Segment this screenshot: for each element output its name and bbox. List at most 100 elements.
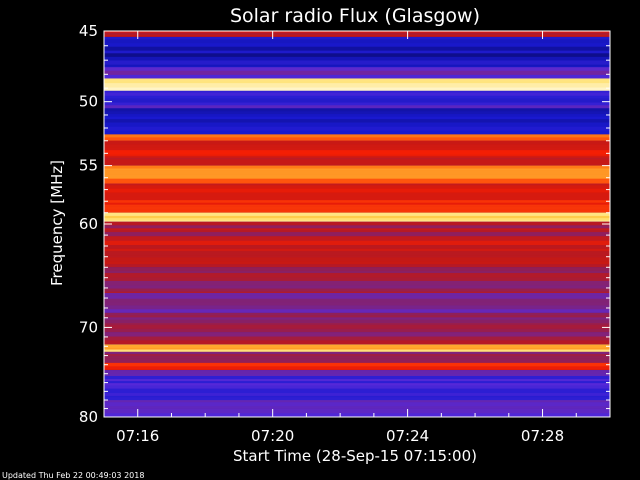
frequency-band-texture bbox=[104, 87, 610, 91]
frequency-band-texture bbox=[104, 185, 610, 189]
frequency-band-texture bbox=[104, 150, 610, 155]
frequency-band-texture bbox=[104, 80, 610, 84]
frequency-band-texture bbox=[104, 74, 610, 78]
frequency-band-texture bbox=[104, 277, 610, 281]
frequency-band-texture bbox=[104, 397, 610, 401]
frequency-band-texture bbox=[104, 56, 610, 61]
frequency-band-texture bbox=[104, 32, 610, 35]
frequency-band-texture bbox=[104, 236, 610, 241]
frequency-band-texture bbox=[104, 230, 610, 233]
frequency-band-texture bbox=[104, 140, 610, 145]
y-tick-label: 80 bbox=[79, 408, 98, 426]
frequency-band-texture bbox=[104, 349, 610, 352]
frequency-band-texture bbox=[104, 270, 610, 274]
frequency-band-texture bbox=[104, 126, 610, 131]
x-tick-label: 07:16 bbox=[116, 427, 159, 445]
frequency-band-texture bbox=[104, 215, 610, 219]
frequency-band-texture bbox=[104, 165, 610, 169]
frequency-band-texture bbox=[104, 406, 610, 409]
x-tick-label: 07:20 bbox=[251, 427, 294, 445]
x-axis-label: Start Time (28-Sep-15 07:15:00) bbox=[233, 447, 477, 465]
frequency-band-texture bbox=[104, 251, 610, 256]
frequency-band-texture bbox=[104, 157, 610, 160]
frequency-band-texture bbox=[104, 240, 610, 246]
frequency-band-texture bbox=[104, 192, 610, 197]
frequency-band-texture bbox=[104, 319, 610, 324]
frequency-band-texture bbox=[104, 70, 610, 75]
frequency-band-texture bbox=[104, 383, 610, 386]
frequency-band-texture bbox=[104, 178, 610, 183]
frequency-band-texture bbox=[104, 164, 610, 166]
frequency-band-texture bbox=[104, 31, 610, 33]
frequency-band-texture bbox=[104, 317, 610, 320]
frequency-band-texture bbox=[104, 375, 610, 380]
frequency-band-texture bbox=[104, 374, 610, 376]
frequency-band-texture bbox=[104, 170, 610, 175]
frequency-band-texture bbox=[104, 340, 610, 345]
frequency-band-texture bbox=[104, 218, 610, 221]
frequency-band-texture bbox=[104, 323, 610, 325]
frequency-band-texture bbox=[104, 362, 610, 367]
x-axis: 07:16 07:20 07:24 07:28 bbox=[103, 31, 611, 445]
frequency-band-texture bbox=[104, 298, 610, 303]
frequency-band-texture bbox=[104, 369, 610, 371]
frequency-band-texture bbox=[104, 43, 610, 47]
frequency-band-texture bbox=[104, 183, 610, 186]
frequency-band-texture bbox=[104, 137, 610, 141]
frequency-band-texture bbox=[104, 280, 610, 286]
frequency-band-texture bbox=[104, 119, 610, 123]
y-axis-label: Frequency [MHz] bbox=[48, 160, 66, 286]
frequency-band-texture bbox=[104, 116, 610, 120]
frequency-band-texture bbox=[104, 248, 610, 252]
frequency-band-texture bbox=[104, 285, 610, 289]
frequency-band-texture bbox=[104, 408, 610, 414]
y-tick-label: 50 bbox=[79, 93, 98, 111]
frequency-band-texture bbox=[104, 261, 610, 265]
x-tick-label: 07:28 bbox=[521, 427, 564, 445]
frequency-band-texture bbox=[104, 393, 610, 396]
frequency-band-texture bbox=[104, 356, 610, 359]
frequency-band-texture bbox=[104, 228, 610, 231]
frequency-band-texture bbox=[104, 83, 610, 88]
frequency-band-texture bbox=[104, 111, 610, 115]
frequency-band-texture bbox=[104, 221, 610, 226]
frequency-band-texture bbox=[104, 245, 610, 249]
frequency-band-texture bbox=[104, 105, 610, 109]
frequency-band-texture bbox=[104, 147, 610, 151]
frequency-band-texture bbox=[104, 257, 610, 262]
frequency-band-texture bbox=[104, 130, 610, 135]
y-tick-label: 70 bbox=[79, 318, 98, 336]
frequency-band-texture bbox=[104, 305, 610, 310]
frequency-band-texture bbox=[104, 182, 610, 184]
frequency-band-texture bbox=[104, 155, 610, 158]
y-tick-label: 55 bbox=[79, 157, 98, 175]
frequency-band-texture bbox=[104, 206, 610, 210]
frequency-band-texture bbox=[104, 267, 610, 271]
frequency-band-texture bbox=[104, 400, 610, 403]
frequency-band-texture bbox=[104, 336, 610, 341]
frequency-band-texture bbox=[104, 388, 610, 394]
frequency-band-texture bbox=[104, 347, 610, 350]
frequency-band-texture bbox=[104, 225, 610, 229]
frequency-band-texture bbox=[104, 77, 610, 79]
frequency-band-texture bbox=[104, 202, 610, 205]
frequency-band-texture bbox=[104, 200, 610, 203]
updated-timestamp: Updated Thu Feb 22 00:49:03 2018 bbox=[2, 471, 144, 480]
frequency-band-texture bbox=[104, 353, 610, 357]
frequency-band-texture bbox=[104, 196, 610, 201]
frequency-band-texture bbox=[104, 302, 610, 306]
frequency-band-texture bbox=[104, 46, 610, 51]
frequency-band-texture bbox=[104, 188, 610, 193]
frequency-band-texture bbox=[104, 288, 610, 292]
frequency-band-texture bbox=[104, 95, 610, 99]
frequency-band-texture bbox=[104, 98, 610, 103]
frequency-band-texture bbox=[104, 332, 610, 337]
frequency-band-texture bbox=[104, 291, 610, 294]
frequency-band-texture bbox=[104, 53, 610, 57]
y-tick-label: 45 bbox=[79, 22, 98, 40]
frequency-band-texture bbox=[104, 66, 610, 68]
frequency-band-texture bbox=[104, 395, 610, 398]
frequency-band-texture bbox=[104, 154, 610, 156]
frequency-band-texture bbox=[104, 402, 610, 407]
